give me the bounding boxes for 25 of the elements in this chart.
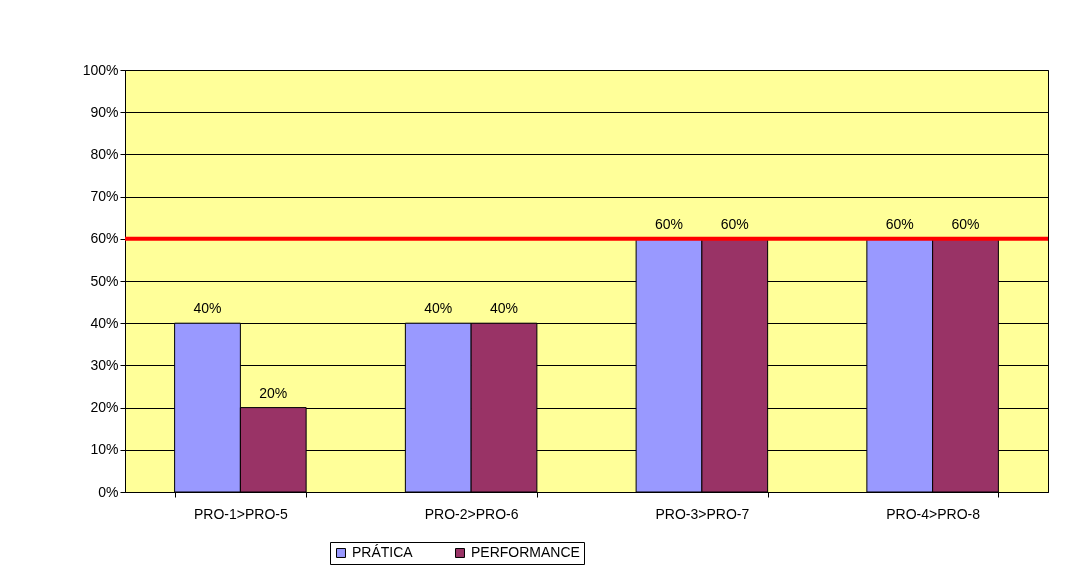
y-tick-label: 10% [90, 441, 119, 458]
y-tick-label: 0% [98, 483, 119, 500]
x-tick-label: PRO-3>PRO-7 [655, 505, 750, 522]
legend-label: PRÁTICA [352, 544, 414, 560]
x-tick-label: PRO-1>PRO-5 [194, 505, 288, 522]
y-tick-label: 20% [90, 399, 119, 416]
y-tick-label: 30% [90, 356, 119, 373]
legend-label: PERFORMANCE [471, 544, 580, 560]
y-tick-label: 40% [90, 314, 119, 331]
data-label: 60% [720, 215, 749, 232]
x-tick-label: PRO-2>PRO-6 [424, 505, 519, 522]
data-label: 40% [424, 300, 453, 317]
data-label: 60% [951, 215, 980, 232]
data-label: 40% [489, 300, 519, 317]
data-label: 20% [259, 384, 288, 401]
y-tick-label: 100% [82, 61, 119, 78]
data-label: 60% [885, 215, 914, 232]
y-tick-label: 60% [90, 230, 119, 247]
data-label: 40% [193, 300, 222, 317]
y-tick-label: 50% [90, 272, 119, 289]
x-tick-label: PRO-4>PRO-8 [886, 505, 981, 522]
y-tick-label: 70% [90, 188, 119, 205]
y-tick-label: 90% [90, 103, 119, 120]
y-tick-label: 80% [90, 145, 119, 162]
data-label: 60% [654, 215, 684, 232]
